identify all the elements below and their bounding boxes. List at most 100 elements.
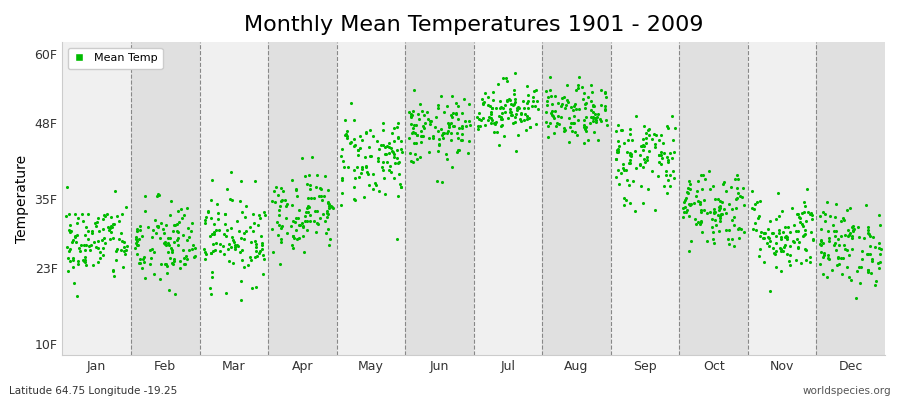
Point bbox=[160, 263, 175, 269]
Point bbox=[757, 259, 771, 265]
Point bbox=[778, 241, 792, 248]
Point bbox=[514, 118, 528, 124]
Point bbox=[313, 185, 328, 191]
Point bbox=[384, 145, 399, 152]
Point bbox=[559, 102, 573, 108]
Point bbox=[415, 133, 429, 140]
Point bbox=[234, 235, 248, 242]
Point bbox=[544, 110, 558, 116]
Point bbox=[378, 151, 392, 158]
Point bbox=[598, 90, 613, 96]
Point bbox=[832, 242, 846, 248]
Point bbox=[222, 196, 237, 202]
Point bbox=[584, 98, 598, 104]
Point bbox=[790, 245, 805, 252]
Point bbox=[290, 193, 304, 199]
Point bbox=[828, 232, 842, 239]
Point bbox=[285, 218, 300, 224]
Point bbox=[694, 209, 708, 215]
Point bbox=[168, 222, 183, 228]
Point bbox=[92, 228, 106, 235]
Point bbox=[451, 116, 465, 122]
Point bbox=[450, 149, 464, 155]
Point bbox=[213, 240, 228, 247]
Point bbox=[679, 208, 693, 215]
Point bbox=[791, 244, 806, 250]
Point bbox=[378, 151, 392, 157]
Point bbox=[774, 233, 788, 240]
Point bbox=[234, 278, 248, 284]
Point bbox=[372, 188, 386, 195]
Point bbox=[406, 108, 420, 114]
Point bbox=[863, 233, 878, 239]
Point bbox=[374, 164, 389, 171]
Point bbox=[297, 173, 311, 180]
Bar bbox=[405, 42, 473, 355]
Point bbox=[482, 94, 496, 100]
Point bbox=[639, 139, 653, 146]
Point bbox=[835, 271, 850, 278]
Point bbox=[652, 152, 666, 158]
Point bbox=[628, 164, 643, 171]
Point bbox=[706, 236, 720, 242]
Point bbox=[174, 206, 188, 213]
Point bbox=[129, 236, 143, 242]
Point bbox=[484, 111, 499, 117]
Point bbox=[405, 130, 419, 136]
Point bbox=[137, 258, 151, 265]
Point bbox=[667, 148, 681, 155]
Point bbox=[578, 101, 592, 107]
Point bbox=[561, 82, 575, 88]
Point bbox=[455, 131, 470, 138]
Point bbox=[431, 128, 446, 134]
Point bbox=[766, 230, 780, 236]
Point bbox=[761, 243, 776, 249]
Point bbox=[170, 236, 184, 243]
Point bbox=[539, 88, 554, 94]
Point bbox=[481, 117, 495, 124]
Point bbox=[844, 246, 859, 252]
Point bbox=[153, 234, 167, 241]
Point bbox=[109, 256, 123, 263]
Point bbox=[462, 118, 476, 124]
Point bbox=[792, 239, 806, 245]
Point bbox=[565, 120, 580, 127]
Point bbox=[180, 237, 194, 243]
Point bbox=[794, 260, 808, 266]
Point bbox=[230, 243, 245, 249]
Point bbox=[426, 135, 440, 142]
Point bbox=[109, 248, 123, 254]
Point bbox=[586, 115, 600, 121]
Point bbox=[634, 143, 649, 149]
Point bbox=[253, 215, 267, 221]
Point bbox=[454, 137, 468, 143]
Point bbox=[729, 172, 743, 178]
Point bbox=[451, 103, 465, 110]
Point bbox=[140, 224, 155, 230]
Point bbox=[571, 117, 585, 124]
Point bbox=[614, 170, 628, 177]
Bar bbox=[200, 42, 268, 355]
Point bbox=[100, 211, 114, 217]
Point bbox=[730, 184, 744, 191]
Point bbox=[161, 287, 176, 294]
Point bbox=[166, 258, 181, 264]
Point bbox=[593, 87, 608, 94]
Point bbox=[737, 202, 751, 208]
Point bbox=[171, 242, 185, 248]
Point bbox=[814, 236, 828, 243]
Point bbox=[221, 240, 236, 247]
Point bbox=[823, 213, 837, 219]
Point bbox=[415, 108, 429, 114]
Point bbox=[165, 248, 179, 255]
Point bbox=[598, 103, 613, 109]
Point bbox=[147, 270, 161, 277]
Point bbox=[580, 124, 594, 131]
Point bbox=[495, 74, 509, 81]
Point bbox=[498, 108, 512, 115]
Point bbox=[212, 227, 226, 233]
Point bbox=[841, 227, 855, 233]
Point bbox=[798, 217, 813, 224]
Point bbox=[238, 213, 252, 220]
Point bbox=[158, 239, 173, 246]
